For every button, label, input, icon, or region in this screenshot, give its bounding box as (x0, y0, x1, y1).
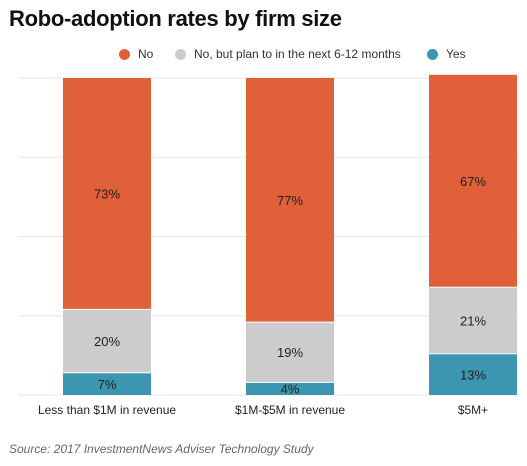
legend-label-plan: No, but plan to in the next 6-12 months (194, 47, 401, 61)
legend-swatch-yes (427, 48, 438, 60)
data-label: 4% (281, 382, 300, 397)
data-label: 7% (98, 377, 117, 392)
legend-swatch-plan (175, 48, 186, 60)
source-note: Source: 2017 InvestmentNews Adviser Tech… (9, 442, 314, 456)
x-tick-label: Less than $1M in revenue (38, 403, 176, 417)
data-label: 20% (94, 334, 120, 349)
bar-segment (246, 382, 334, 395)
data-label: 77% (277, 193, 303, 208)
data-label: 21% (460, 314, 486, 329)
bar-segment (246, 78, 334, 323)
bar-segment (63, 78, 151, 310)
bar-segment (246, 322, 334, 383)
data-label: 67% (460, 174, 486, 189)
bar-segment (429, 287, 517, 354)
legend-label-no: No (138, 47, 154, 61)
x-tick-label: $5M+ (458, 403, 488, 417)
data-label: 73% (94, 187, 120, 202)
legend-item-plan: No, but plan to in the next 6-12 months (175, 47, 401, 61)
data-label: 13% (460, 367, 486, 382)
legend-label-yes: Yes (446, 47, 466, 61)
bar-segment (63, 309, 151, 373)
x-tick-label: $1M-$5M in revenue (235, 403, 345, 417)
legend-item-yes: Yes (427, 47, 466, 61)
bar-segment (429, 353, 517, 395)
legend: No No, but plan to in the next 6-12 mont… (0, 47, 527, 67)
legend-swatch-no (119, 48, 130, 60)
legend-item-no: No (119, 47, 153, 61)
chart-title: Robo-adoption rates by firm size (9, 6, 342, 31)
data-label: 19% (277, 345, 303, 360)
bar-segment (63, 372, 151, 395)
bar-segment (429, 74, 517, 288)
